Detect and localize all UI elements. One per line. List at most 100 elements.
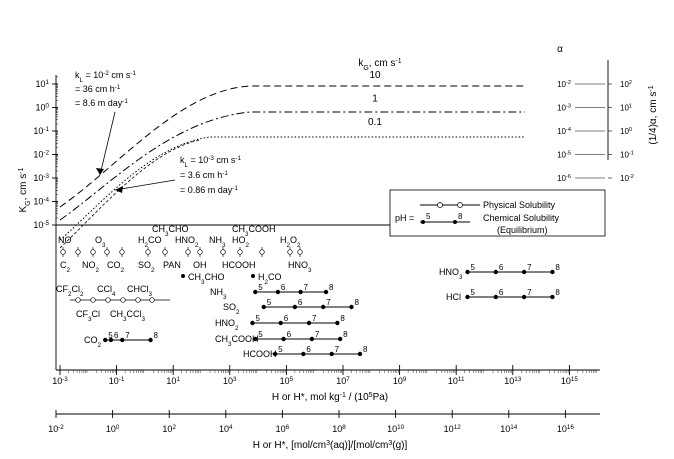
chemical-row-marker xyxy=(329,351,334,357)
top-x-tick-label: 107 xyxy=(336,376,350,387)
chemical-row-marker xyxy=(465,294,470,300)
chemical-row-ph-label: 8 xyxy=(555,263,560,272)
chemical-row-ph-label: 7 xyxy=(312,314,317,323)
species-open-marker xyxy=(149,297,155,303)
kg-tick-label: 100 xyxy=(35,102,49,113)
chemical-row-ph-label: 6 xyxy=(114,331,119,340)
chemical-row-ph-label: 6 xyxy=(499,288,504,297)
chemical-row-marker xyxy=(281,336,286,342)
bottom-x-tick-label: 1010 xyxy=(387,424,405,435)
kl-low-line2: = 3.6 cm h-1 xyxy=(180,170,228,181)
kg-axis-label: KG, cm s-1 xyxy=(18,167,32,212)
chemical-row-ph-label: 6 xyxy=(298,298,303,307)
bottom-x-tick-label: 106 xyxy=(276,424,290,435)
top-x-tick-label: 105 xyxy=(280,376,294,387)
chemical-row-marker xyxy=(120,337,125,343)
chemical-row-marker xyxy=(292,304,298,310)
kl-low-arrow xyxy=(114,179,176,191)
chemical-row-marker xyxy=(337,336,343,342)
species-open-marker xyxy=(105,297,111,303)
species-h2co-marker xyxy=(251,274,255,278)
chemical-row-ph-label: 8 xyxy=(555,288,560,297)
kg-tick-label: 10-5 xyxy=(33,220,49,231)
species-h2co-top: H2CO xyxy=(138,235,162,249)
inv-tick-label: 101 xyxy=(620,104,632,113)
legend-ph5: 5 xyxy=(426,212,431,221)
legend-chemical-label: Chemical Solubility xyxy=(483,213,560,223)
species-no2: NO2 xyxy=(82,260,100,274)
chemical-row-ph-label: 6 xyxy=(284,314,289,323)
chemical-row-marker xyxy=(521,294,527,300)
chemical-row-marker xyxy=(320,304,326,310)
bottom-x-axis-label: H or H*, [mol/cm3(aq)]/[mol/cm3(g)] xyxy=(253,440,408,452)
species-hcooh-phys: HCOOH xyxy=(222,260,256,270)
chemical-row-marker xyxy=(250,320,255,326)
legend-box xyxy=(389,189,606,237)
chemical-row-marker xyxy=(465,269,470,275)
chemical-row-marker xyxy=(493,294,499,300)
chemical-row-ph-label: 8 xyxy=(340,314,345,323)
kl-high-arrowhead xyxy=(96,168,104,175)
species-h2o2: H2O2 xyxy=(280,235,301,249)
top-x-tick-label: 1011 xyxy=(448,376,465,387)
species-open-marker xyxy=(237,249,243,255)
bottom-x-tick-label: 1016 xyxy=(557,424,575,435)
chemical-row-ph-label: 5 xyxy=(471,288,476,297)
chemical-row-marker xyxy=(261,304,266,310)
species-open-marker xyxy=(145,249,151,255)
alpha-tick-label: 10-4 xyxy=(557,127,571,136)
alpha-tick-label: 10-6 xyxy=(557,174,571,183)
chemical-row-ph-label: 5 xyxy=(471,263,476,272)
top-x-axis-label: H or H*, mol kg-1 / (105Pa) xyxy=(272,392,388,404)
bottom-x-tick-label: 10-2 xyxy=(48,424,64,435)
kl-low-line1: kL = 10-3 cm s-1 xyxy=(180,155,242,169)
species-ch3cho-top: CH3CHO xyxy=(152,224,189,238)
chemical-row-ph-label: 6 xyxy=(281,283,286,292)
kg-low-curve xyxy=(59,139,201,249)
chemical-row-marker xyxy=(272,351,278,357)
species-cf3cl: CF3Cl xyxy=(76,309,100,323)
kg-tick-label: 10-1 xyxy=(33,126,49,137)
chemical-row-marker xyxy=(357,351,363,357)
species-open-marker xyxy=(90,297,96,303)
alpha-title: α xyxy=(557,44,563,55)
chemical-row-ph-label: 7 xyxy=(125,331,130,340)
chemical-row-marker xyxy=(253,289,258,295)
kg-series-title: kG, cm s-1 xyxy=(358,58,401,72)
species-open-marker xyxy=(259,249,265,255)
species-open-marker xyxy=(297,249,303,255)
species-h2co: H2CO xyxy=(258,272,282,286)
chemical-row-marker xyxy=(253,336,258,342)
legend-chemical-marker xyxy=(421,220,425,224)
species-open-marker xyxy=(104,249,110,255)
chemical-row-ph-label: 5 xyxy=(255,314,260,323)
kg-series-dot xyxy=(59,136,525,241)
chemical-row-marker xyxy=(323,289,329,295)
inv-tick-label: 102 xyxy=(620,80,632,89)
legend-equilibrium-label: (Equilibrium) xyxy=(497,225,548,235)
inv-axis-label: (1/4)α, cm s-1 xyxy=(648,85,660,144)
chemical-row-label: SO2 xyxy=(223,302,240,316)
chemical-row-ph-label: 7 xyxy=(527,263,532,272)
chemical-row-ph-label: 8 xyxy=(329,283,334,292)
chemical-row-ph-label: 5 xyxy=(258,283,263,292)
chemical-row-marker xyxy=(148,337,153,343)
chemical-row-label: CH3COOH xyxy=(215,334,259,348)
chemical-row-ph-label: 5 xyxy=(278,345,283,354)
top-x-tick-label: 103 xyxy=(223,376,237,387)
species-hno3-phys: HNO3 xyxy=(288,260,312,274)
chemical-row-marker xyxy=(306,320,312,326)
chemical-row-marker xyxy=(278,320,283,326)
species-open-marker xyxy=(75,297,81,303)
bottom-x-tick-label: 1014 xyxy=(500,424,518,435)
chemical-row-ph-label: 8 xyxy=(343,330,348,339)
alpha-tick-label: 10-2 xyxy=(557,80,571,89)
species-open-marker xyxy=(119,249,125,255)
species-oh: OH xyxy=(193,260,207,270)
species-ccl4: CCl4 xyxy=(97,284,116,298)
legend-physical-marker xyxy=(437,202,443,208)
chemical-row-ph-label: 8 xyxy=(363,345,368,354)
legend-ph8: 8 xyxy=(458,212,463,221)
chemical-row-marker xyxy=(301,351,306,357)
chemical-row-ph-label: 6 xyxy=(306,345,311,354)
